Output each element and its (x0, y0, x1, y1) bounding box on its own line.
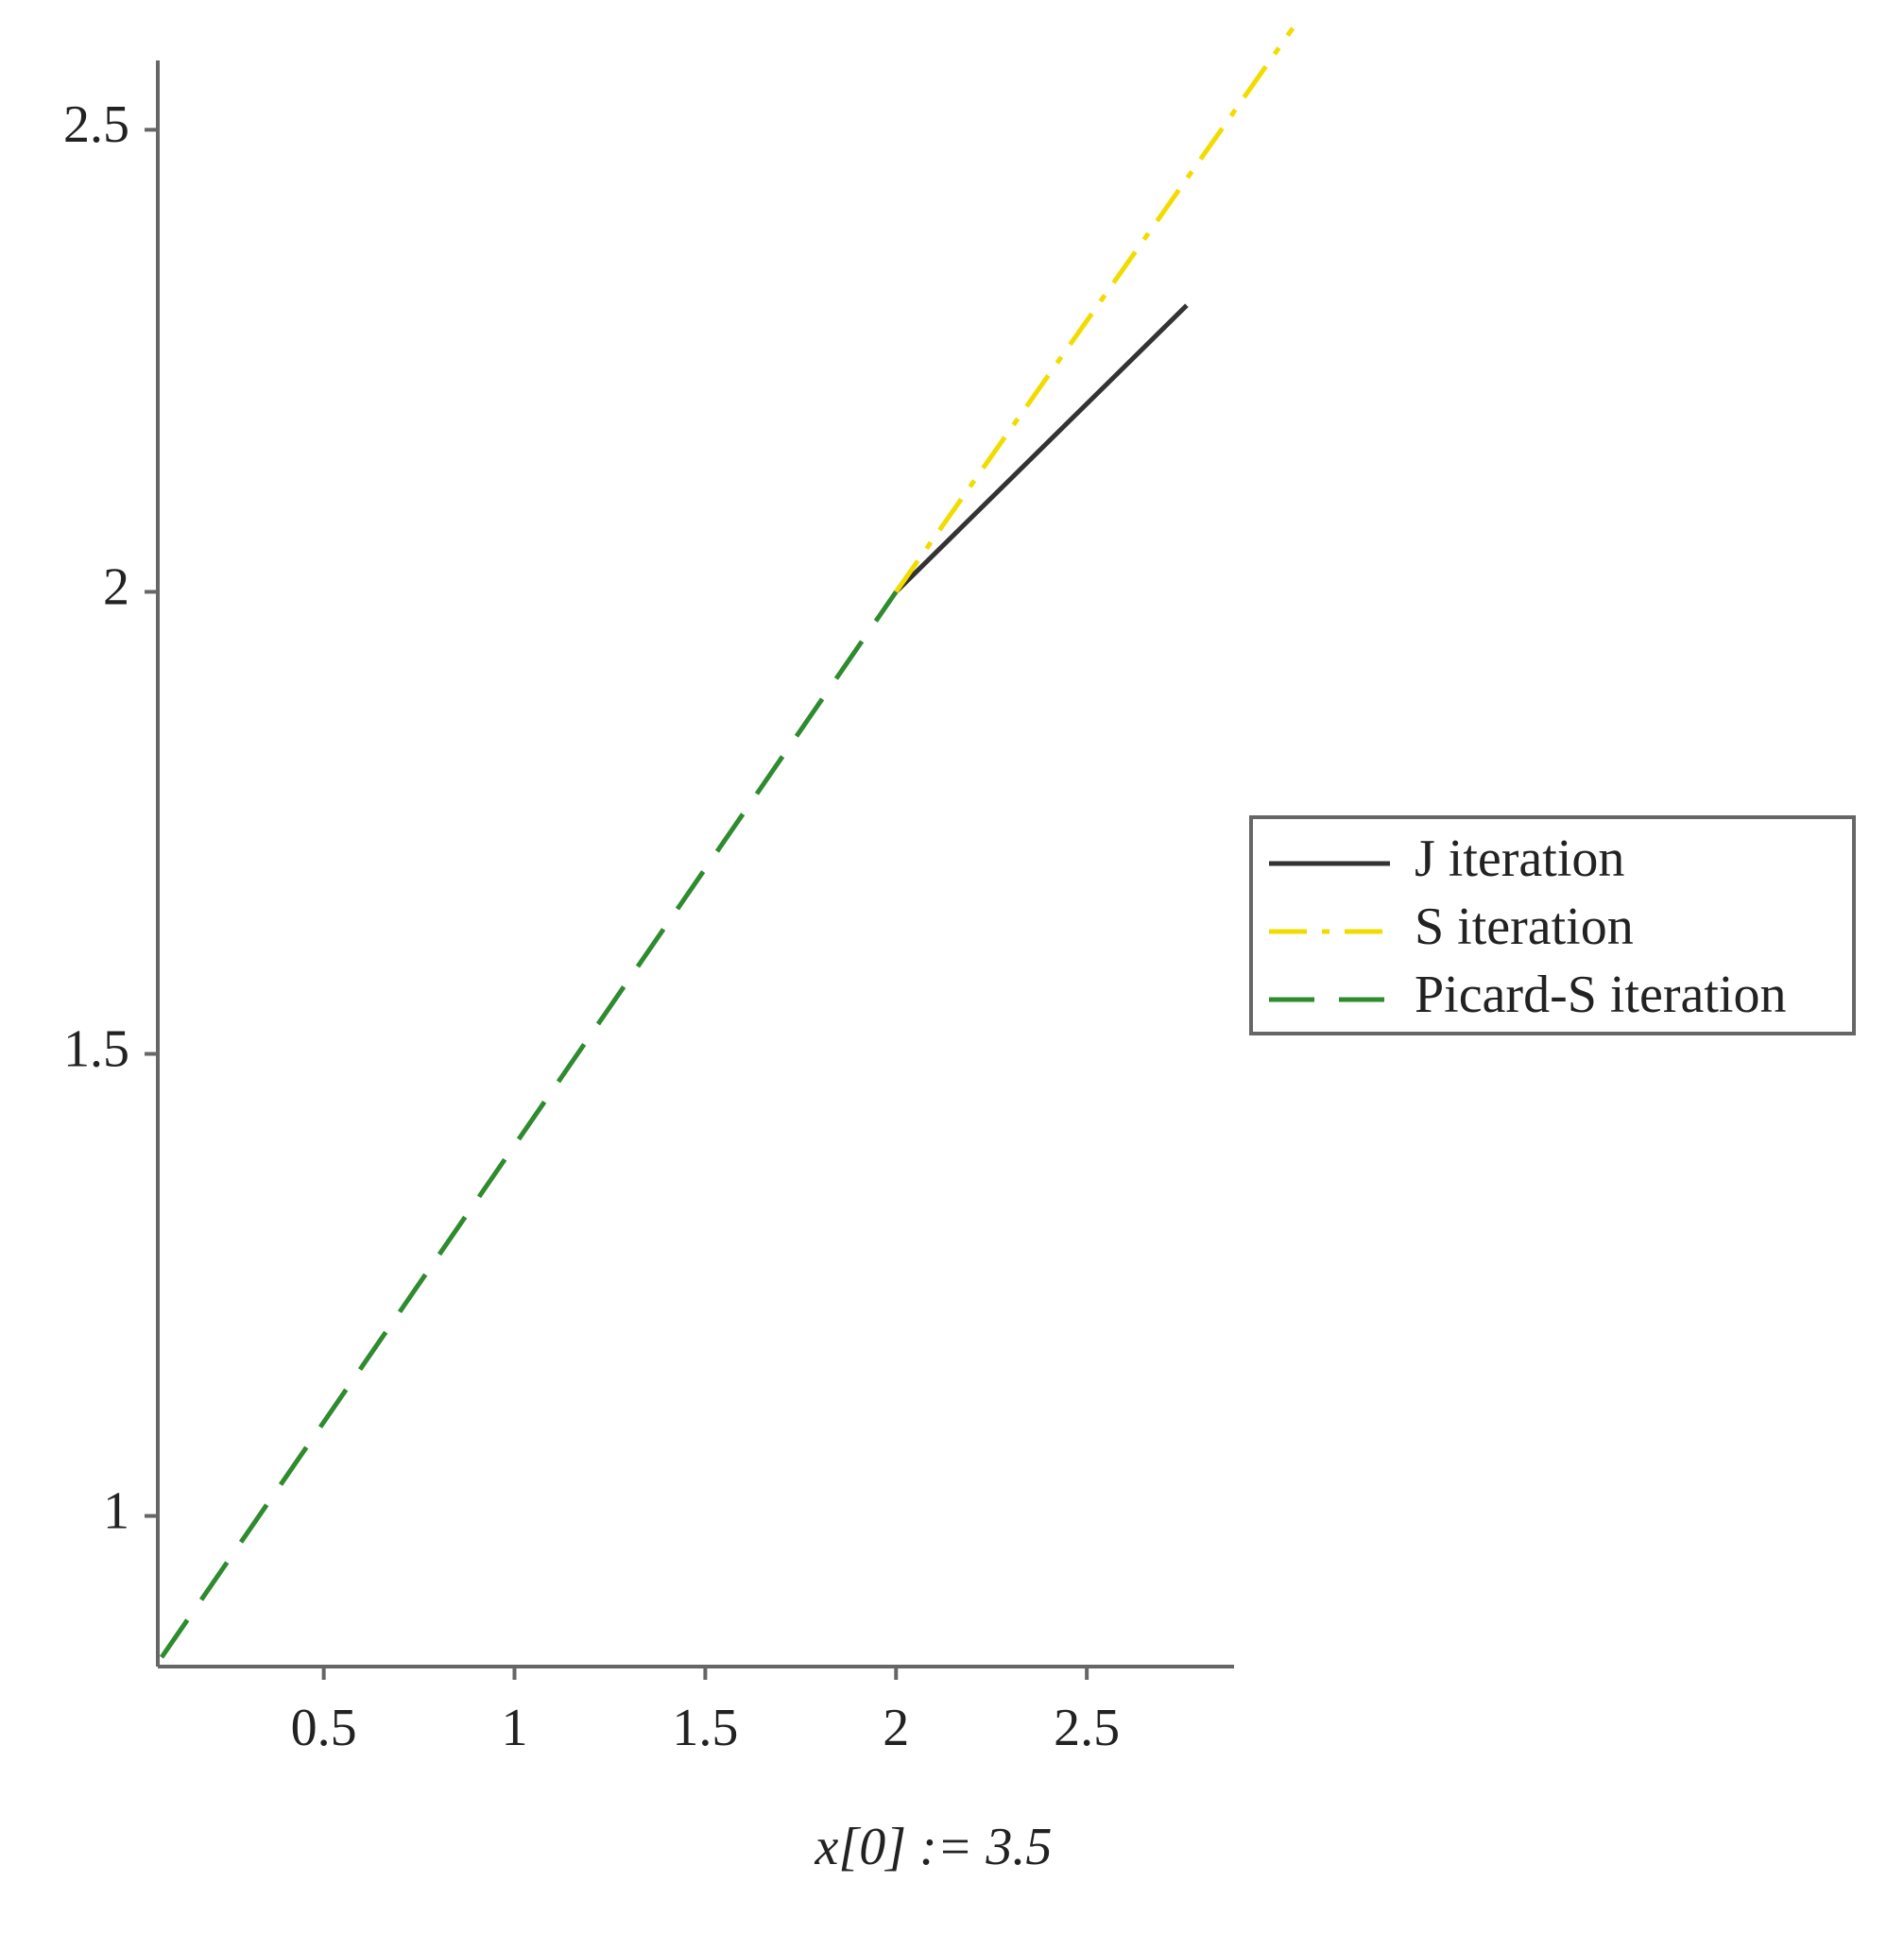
x-axis-label: x[0] := 3.5 (815, 1818, 1053, 1876)
legend-label: Picard-S iteration (1415, 966, 1786, 1024)
x-tick-label: 2.5 (1054, 1699, 1120, 1757)
y-tick-label: 1 (103, 1481, 129, 1540)
x-tick-label: 1.5 (672, 1699, 738, 1757)
y-tick-label: 2 (103, 557, 129, 616)
series-line (894, 26, 1295, 593)
series-line (894, 303, 1189, 594)
x-tick-label: 1 (502, 1699, 528, 1757)
x-tick-label: 2 (883, 1699, 909, 1757)
y-tick-label: 1.5 (63, 1019, 129, 1078)
series-line (159, 590, 899, 1659)
x-tick-label: 0.5 (291, 1699, 357, 1757)
legend-label: S iteration (1415, 898, 1634, 956)
y-tick-label: 2.5 (63, 95, 129, 154)
legend-label: J iteration (1415, 830, 1624, 888)
